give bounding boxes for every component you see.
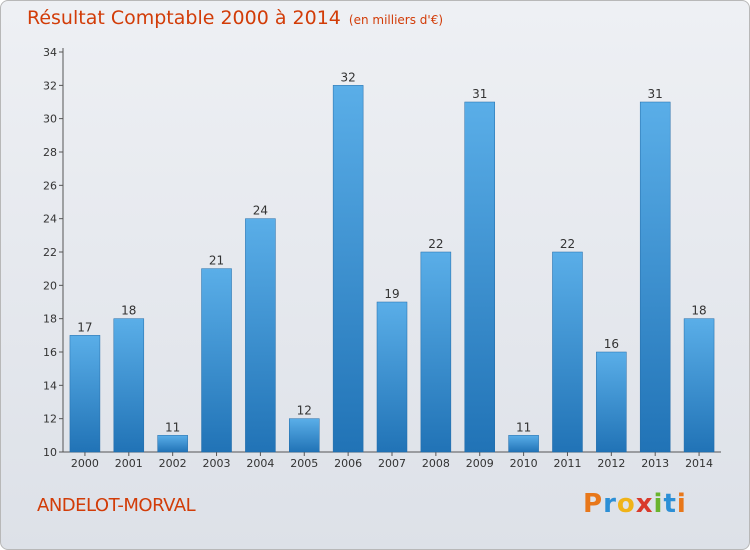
x-tick-label: 2013 [641, 457, 669, 470]
bar [69, 335, 101, 453]
bar-value-label: 17 [77, 320, 92, 334]
chart-title-text: Résultat Comptable 2000 à 2014 [27, 7, 341, 29]
y-tick-label: 22 [43, 246, 57, 259]
y-tick-label: 32 [43, 79, 57, 92]
y-tick-label: 24 [43, 213, 57, 226]
y-tick-label: 30 [43, 113, 57, 126]
y-tick-label: 26 [43, 179, 57, 192]
x-tick-label: 2012 [597, 457, 625, 470]
bar-value-label: 18 [121, 304, 136, 318]
bar-value-label: 31 [648, 87, 663, 101]
bar [420, 251, 452, 453]
bar-value-label: 22 [428, 237, 443, 251]
chart-title: Résultat Comptable 2000 à 2014 (en millie… [27, 7, 443, 29]
x-tick-label: 2014 [685, 457, 713, 470]
x-tick-label: 2010 [510, 457, 538, 470]
proxiti-logo: Proxiti [583, 489, 687, 519]
logo-letter: P [583, 489, 604, 519]
bar [201, 268, 232, 453]
y-tick-label: 12 [43, 413, 57, 426]
y-tick-label: 34 [43, 46, 57, 59]
x-tick-label: 2002 [159, 457, 187, 470]
logo-letter: t [663, 489, 677, 519]
logo-letter: r [603, 489, 617, 519]
bar-value-label: 12 [297, 404, 312, 418]
y-tick-label: 14 [43, 379, 57, 392]
value-labels: 17 18 11 21 24 12 32 19 22 31 11 22 16 31 18 [77, 70, 706, 434]
x-tick-label: 2011 [553, 457, 581, 470]
bar [683, 318, 715, 453]
y-tick-label: 16 [43, 346, 57, 359]
bar-value-label: 16 [604, 337, 619, 351]
bars [69, 85, 715, 453]
x-tick-label: 2007 [378, 457, 406, 470]
bar-value-label: 18 [691, 304, 706, 318]
logo-letter: x [635, 489, 654, 519]
bar [508, 435, 539, 453]
x-tick-label: 2000 [71, 457, 99, 470]
bar-value-label: 11 [516, 420, 531, 434]
y-tick-label: 18 [43, 313, 57, 326]
y-tick-label: 20 [43, 279, 57, 292]
bar-value-label: 32 [340, 70, 355, 84]
bar-value-label: 21 [209, 254, 224, 268]
bar [596, 351, 627, 453]
chart-unit: (en milliers d'€) [348, 13, 444, 27]
bar [157, 435, 188, 453]
logo-letter: i [676, 489, 687, 519]
bar [332, 85, 364, 453]
bar [245, 218, 276, 453]
logo-letter: o [616, 489, 636, 519]
x-tick-label: 2003 [203, 457, 231, 470]
bar [552, 251, 583, 453]
bar [639, 101, 671, 453]
x-tick-label: 2004 [246, 457, 274, 470]
x-tick-label: 2001 [115, 457, 143, 470]
x-tick-label: 2008 [422, 457, 450, 470]
y-tick-label: 10 [43, 446, 57, 459]
bar [376, 301, 408, 453]
x-tick-label: 2006 [334, 457, 362, 470]
bar-value-label: 19 [384, 287, 399, 301]
y-tick-label: 28 [43, 146, 57, 159]
commune-name: ANDELOT-MORVAL [37, 495, 196, 516]
bar [289, 418, 320, 453]
bar [464, 101, 495, 453]
logo-letter: i [653, 489, 664, 519]
bar-value-label: 31 [472, 87, 487, 101]
x-tick-label: 2009 [466, 457, 494, 470]
bar [113, 318, 145, 453]
bar-value-label: 11 [165, 420, 180, 434]
bar-value-label: 22 [560, 237, 575, 251]
bar-value-label: 24 [253, 204, 268, 218]
x-tick-label: 2005 [290, 457, 318, 470]
